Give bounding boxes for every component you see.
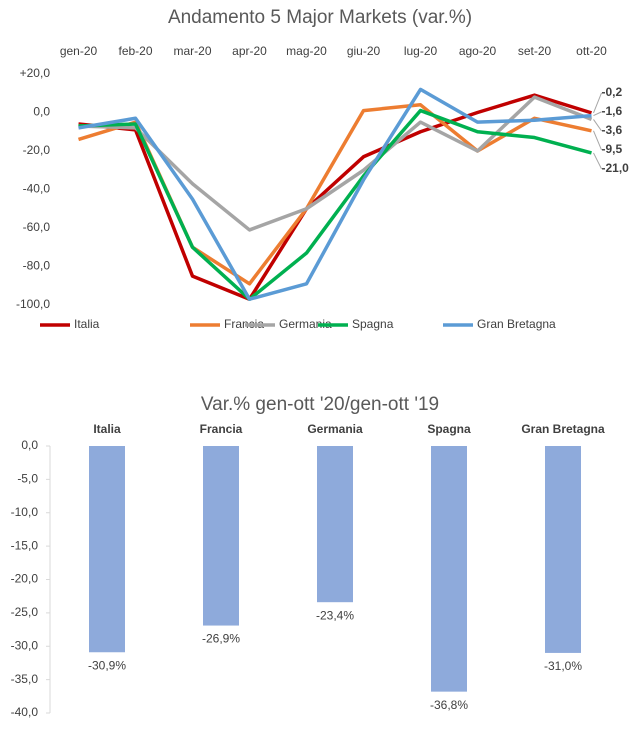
x-tick-label: lug-20	[404, 44, 438, 58]
x-tick-label: mar-20	[173, 44, 211, 58]
series-line	[78, 87, 592, 301]
x-tick-label: set-20	[518, 44, 552, 58]
legend-label: Italia	[74, 317, 100, 331]
series-line	[78, 93, 593, 301]
bar	[545, 446, 581, 653]
legend-label: Spagna	[352, 317, 394, 331]
bar	[89, 446, 125, 653]
y-tick-label: -80,0	[23, 259, 51, 273]
category-label: Gran Bretagna	[521, 422, 605, 436]
bar	[431, 446, 467, 692]
y-tick-label: 0,0	[33, 105, 50, 119]
x-tick-label: feb-20	[118, 44, 152, 58]
data-label: -21,0	[602, 161, 630, 175]
data-label: -30,9%	[88, 658, 126, 672]
category-label: Spagna	[427, 422, 471, 436]
data-label: -3,6	[602, 123, 623, 137]
series-line	[78, 108, 592, 301]
data-label: -1,6	[602, 104, 623, 118]
series-line	[77, 103, 592, 286]
x-tick-label: gen-20	[60, 44, 98, 58]
y-tick-label: -5,0	[17, 472, 38, 486]
leader-line	[593, 130, 602, 151]
data-label: -26,9%	[202, 632, 240, 646]
x-tick-label: mag-20	[286, 44, 327, 58]
y-tick-label: 0,0	[21, 438, 38, 452]
y-tick-label: -35,0	[11, 672, 39, 686]
y-tick-label: -20,0	[11, 572, 39, 586]
chart-title: Var.% gen-ott '20/gen-ott '19	[201, 394, 439, 415]
leader-line	[593, 92, 602, 114]
x-tick-label: giu-20	[347, 44, 381, 58]
data-label: -0,2	[602, 85, 623, 99]
y-tick-label: -40,0	[11, 705, 39, 719]
y-tick-label: -40,0	[23, 182, 51, 196]
y-tick-label: -15,0	[11, 538, 39, 552]
chart-title: Andamento 5 Major Markets (var.%)	[168, 7, 472, 28]
legend-label: Gran Bretagna	[477, 317, 556, 331]
x-tick-label: ago-20	[459, 44, 497, 58]
y-tick-label: +20,0	[20, 66, 51, 80]
y-tick-label: -25,0	[11, 605, 39, 619]
bar	[203, 446, 239, 626]
data-label: -31,0%	[544, 659, 582, 673]
bar	[317, 446, 353, 603]
y-tick-label: -30,0	[11, 638, 39, 652]
legend-label: Germania	[279, 317, 332, 331]
x-tick-label: apr-20	[232, 44, 267, 58]
y-tick-label: -10,0	[11, 505, 39, 519]
data-label: -36,8%	[430, 698, 468, 712]
category-label: Francia	[200, 422, 243, 436]
leader-line	[593, 111, 602, 117]
category-label: Germania	[307, 422, 363, 436]
data-label: -23,4%	[316, 608, 354, 622]
y-tick-label: -20,0	[23, 143, 51, 157]
y-tick-label: -100,0	[16, 297, 50, 311]
leader-line	[593, 152, 602, 170]
category-label: Italia	[93, 422, 121, 436]
x-tick-label: ott-20	[576, 44, 607, 58]
data-label: -9,5	[602, 142, 623, 156]
y-tick-label: -60,0	[23, 220, 51, 234]
legend-label: Francia	[224, 317, 264, 331]
leader-line	[593, 119, 602, 132]
